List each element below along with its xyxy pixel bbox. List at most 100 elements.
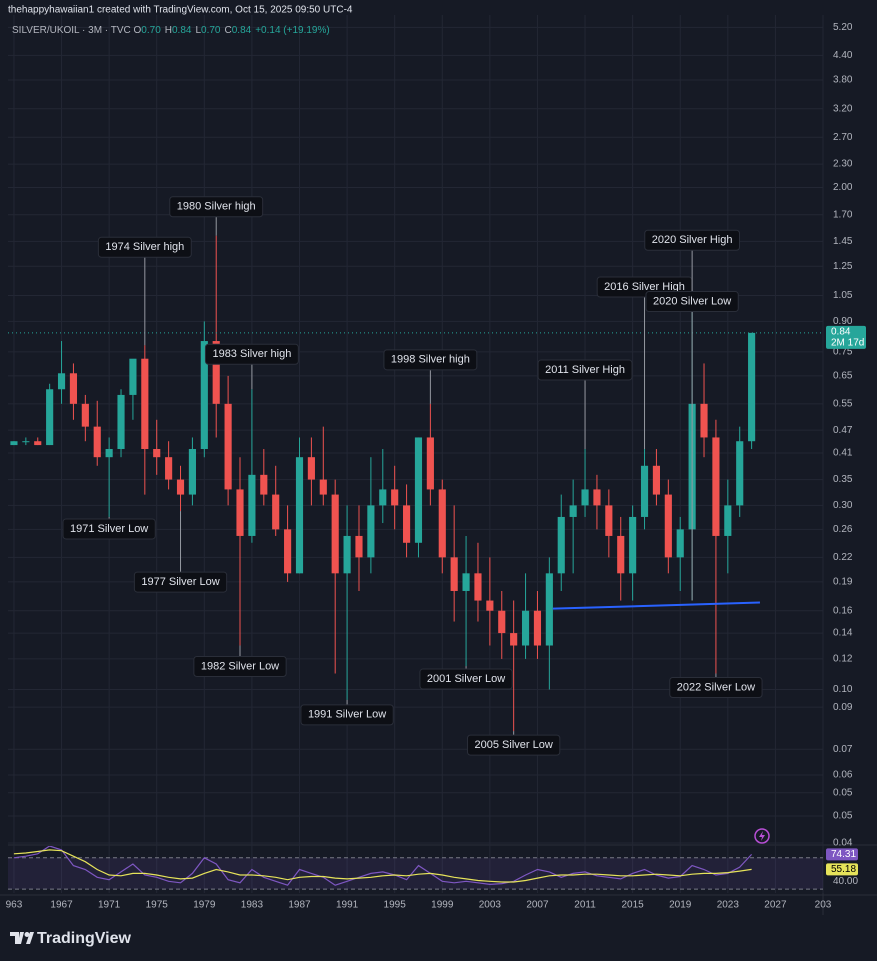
candle-body [403,505,411,543]
candle-body [545,573,553,646]
candle-body [69,373,78,404]
annotation-box [383,349,478,371]
y-tick-label: 1.45 [833,236,853,247]
y-tick-label: 0.90 [833,316,853,327]
candle-body [379,489,387,506]
candle-body [486,600,494,611]
candle-body [391,489,399,506]
x-tick-label: 2027 [764,900,787,911]
y-tick-label: 0.07 [833,744,853,755]
candle-body [200,341,208,450]
candle-body [462,573,470,591]
last-price-badge [826,325,866,349]
candle-body [176,479,185,495]
y-tick-label: 0.05 [833,811,853,822]
y-tick-label: 0.10 [833,684,853,695]
candle-body [105,449,113,458]
candle-body [165,457,173,480]
x-tick-label: 2019 [669,900,692,911]
candle-body [272,494,280,530]
y-tick-label: 1.70 [833,209,853,220]
y-tick-label: 5.20 [833,22,853,33]
y-tick-label: 0.19 [833,577,853,588]
x-tick-label: 1995 [384,900,407,911]
y-tick-label: 0.41 [833,448,853,459]
y-tick-label: 0.65 [833,370,853,381]
candle-body [93,426,101,458]
y-tick-label: 0.55 [833,398,853,409]
candle-body [498,610,506,634]
rsi-line [13,849,752,883]
annotation-label: 2011 Silver High [545,364,625,376]
y-tick-label: 2.70 [833,132,853,143]
x-tick-label: 1991 [336,900,359,911]
candle-body [533,610,542,646]
candle-body [153,449,161,458]
annotation-label: 2020 Silver High [652,234,733,246]
candle-body [212,341,220,404]
trendline [552,601,760,610]
price-pane [8,235,823,732]
candle-body [81,403,89,427]
y-tick-label: 0.05 [833,787,853,798]
candle-body [617,535,625,574]
annotation-box [419,668,513,690]
annotation-label: 1998 Silver high [391,354,470,366]
candle-body [426,437,434,490]
candle-body [284,529,292,574]
candle-body [629,516,637,574]
annotation-box [645,291,739,313]
y-tick-label: 0.26 [833,524,853,535]
candle-body [640,465,649,517]
y-tick-label: 0.30 [833,500,853,511]
ohlc-key: H [164,25,172,36]
x-tick-label: 1987 [288,900,311,911]
annotation-box [193,656,287,678]
candle-body [569,505,577,517]
brand: TradingView [10,930,132,947]
brand-name: TradingView [37,930,132,947]
axes: 5.20 4.40 3.80 3.20 2.70 2.30 2.00 1.70 1.45 1.25… [6,22,866,911]
annotation-box [204,343,299,365]
candle-body [141,358,149,450]
candle-body [676,529,684,558]
annotation-box [467,734,561,756]
candle-body [748,332,756,442]
x-tick-label: 1983 [241,900,264,911]
rsi-value-label: 55.18 [831,864,856,875]
x-tick-label: 2007 [526,900,549,911]
candle-body [248,474,256,536]
annotation-label: 1977 Silver Low [141,576,219,588]
candle-body [295,457,304,574]
ohlc-value: 0.70 [141,25,161,36]
y-tick-label: 0.22 [833,552,853,563]
x-tick-label: 203 [815,900,832,911]
x-tick-label: 2015 [622,900,645,911]
candle-body [319,479,327,495]
candle-body [129,358,137,395]
annotation-box [133,571,228,593]
candle-body [260,474,268,495]
y-tick-label: 0.06 [833,770,853,781]
ohlc-key: L [195,25,202,36]
x-tick-label: 2011 [574,900,596,911]
alert-icon[interactable] [754,828,770,844]
y-tick-label: 3.80 [833,75,853,86]
annotation-box [62,518,156,540]
candle-body [700,403,708,438]
annotation-box [669,677,763,699]
y-tick-label: 0.09 [833,702,853,713]
annotation-box [644,229,740,251]
candle-body [521,610,530,646]
candle-body [712,437,720,536]
candle-body [224,403,232,490]
ohlc-value: 0.84 [231,25,252,36]
rsi-pane [8,846,823,890]
y-tick-label: 4.40 [833,50,853,61]
candle-body [474,573,482,601]
ohlc-key: O [133,25,142,36]
candle-body [10,441,18,446]
